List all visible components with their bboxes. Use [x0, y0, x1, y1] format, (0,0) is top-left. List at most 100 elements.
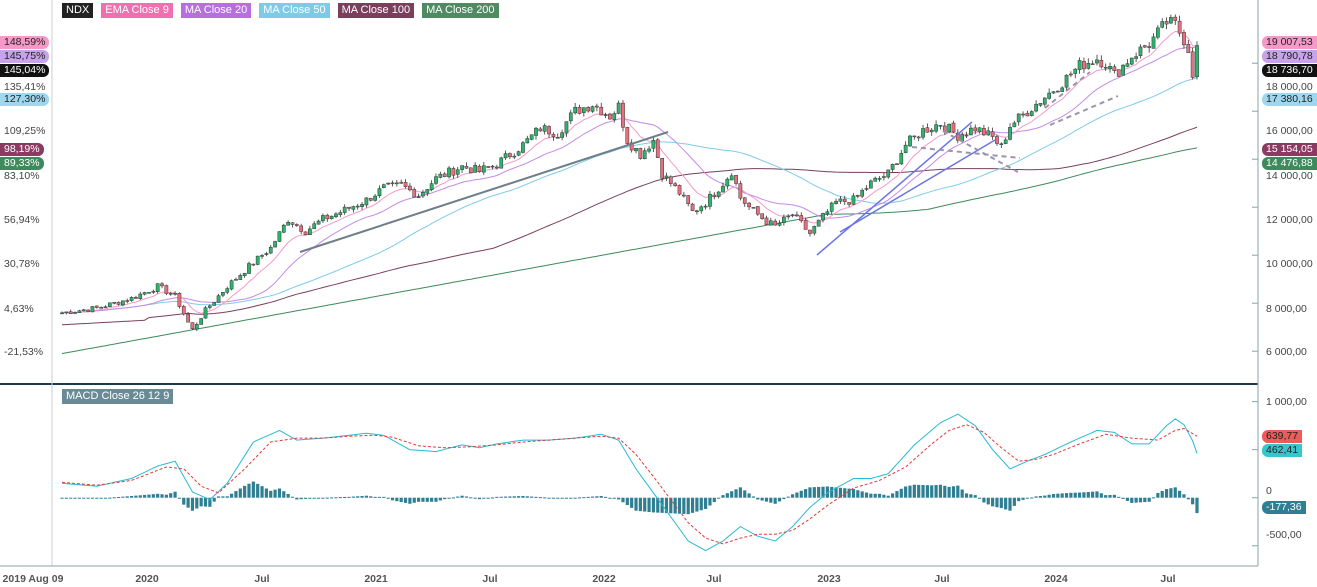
- macd-histogram-bar: [177, 497, 182, 499]
- candle: [803, 220, 808, 230]
- legend-ma100[interactable]: MA Close 100: [337, 3, 415, 18]
- macd-histogram-bar: [508, 496, 512, 498]
- macd-histogram-bar: [951, 486, 956, 498]
- candle: [1034, 103, 1038, 112]
- candle: [1186, 43, 1191, 53]
- macd-histogram-bar: [1117, 496, 1121, 498]
- macd-histogram-bar: [756, 497, 760, 500]
- candle: [534, 127, 538, 136]
- macd-histogram-bar: [460, 495, 464, 498]
- candle: [1055, 90, 1060, 93]
- macd-histogram-bar: [943, 485, 947, 498]
- candle: [329, 215, 334, 220]
- macd-histogram-bar: [995, 497, 999, 508]
- candle: [838, 198, 843, 202]
- macd-histogram-bar: [490, 497, 495, 499]
- candle: [695, 210, 699, 213]
- macd-histogram-bar: [382, 496, 386, 498]
- candle: [338, 212, 343, 215]
- macd-histogram-bar: [934, 485, 938, 498]
- macd-histogram-bar: [1173, 487, 1177, 498]
- macd-histogram-bar: [625, 497, 629, 506]
- candle: [916, 136, 921, 139]
- macd-histogram-bar: [247, 483, 251, 498]
- wedge-lower: [1049, 95, 1119, 126]
- candle: [621, 102, 625, 128]
- macd-histogram-bar: [656, 497, 660, 513]
- macd-histogram-bar: [369, 496, 373, 498]
- macd-histogram-bar: [938, 484, 943, 498]
- macd-histogram-bar: [256, 483, 260, 498]
- candle: [1025, 112, 1030, 117]
- macd-histogram-bar: [1091, 491, 1095, 498]
- candle: [286, 221, 290, 226]
- candle: [1125, 63, 1130, 67]
- candle: [294, 224, 299, 226]
- candle: [94, 305, 99, 308]
- candle: [351, 206, 356, 210]
- candle: [690, 203, 695, 212]
- macd-histogram-bar: [86, 497, 90, 499]
- macd-histogram-bar: [373, 496, 377, 498]
- candle: [1095, 59, 1099, 64]
- candle: [751, 207, 756, 209]
- macd-histogram-bar: [651, 497, 656, 513]
- candle: [468, 167, 473, 174]
- candle: [982, 128, 986, 136]
- candle: [521, 142, 525, 153]
- legend-ma200[interactable]: MA Close 200: [422, 3, 499, 18]
- candle: [616, 102, 621, 114]
- macd-histogram-bar: [169, 493, 173, 498]
- candle: [1077, 60, 1082, 71]
- macd-legend[interactable]: MACD Close 26 12 9: [62, 389, 174, 404]
- candle: [1147, 46, 1152, 48]
- macd-histogram-bar: [1147, 497, 1151, 502]
- candle: [929, 129, 934, 133]
- macd-tick-label: 1 000,00: [1266, 396, 1307, 408]
- macd-histogram-bar: [877, 493, 882, 498]
- macd-histogram-bar: [1130, 497, 1134, 503]
- ma100-line: [61, 126, 1198, 326]
- macd-tick-label: 0: [1266, 485, 1272, 497]
- macd-histogram-bar: [164, 494, 168, 498]
- legend-ema9[interactable]: EMA Close 9: [101, 3, 173, 18]
- candle: [673, 183, 678, 187]
- macd-histogram-bar: [447, 497, 451, 499]
- macd-histogram-bar: [499, 496, 503, 498]
- macd-histogram-bar: [347, 496, 351, 498]
- candle: [642, 150, 647, 160]
- macd-histogram-bar: [1021, 497, 1025, 500]
- macd-histogram-bar: [338, 497, 342, 499]
- candle: [90, 306, 95, 313]
- candle: [1016, 113, 1021, 123]
- macd-histogram-bar: [1104, 495, 1108, 498]
- candle: [1060, 87, 1065, 92]
- legend-ma20[interactable]: MA Close 20: [180, 3, 252, 18]
- macd-histogram-bar: [343, 497, 347, 499]
- legend-ndx[interactable]: NDX: [62, 3, 94, 18]
- pct-tag-ma50: 127,30%: [0, 93, 50, 106]
- candle: [1012, 122, 1017, 128]
- macd-histogram-bar: [991, 497, 995, 507]
- trendline-2020-2021: [299, 131, 669, 253]
- macd-histogram-bar: [773, 497, 777, 504]
- candle: [581, 107, 586, 113]
- candle: [660, 158, 664, 179]
- candle: [1069, 73, 1073, 76]
- candle: [969, 127, 973, 136]
- macd-histogram-bar: [1077, 492, 1082, 498]
- candle: [821, 213, 825, 221]
- legend-ma50[interactable]: MA Close 50: [259, 3, 330, 18]
- candle: [990, 131, 995, 137]
- candle: [1082, 61, 1086, 70]
- candle: [490, 165, 495, 168]
- candle: [455, 169, 460, 175]
- candle: [668, 176, 673, 184]
- macd-histogram-bar: [129, 495, 134, 498]
- candle: [516, 151, 521, 156]
- macd-histogram-bar: [812, 487, 816, 498]
- macd-histogram-bar: [203, 497, 208, 507]
- price-tag-ema9: 19 007,53: [1262, 36, 1317, 49]
- macd-histogram-bar: [1112, 494, 1116, 498]
- macd-histogram-bar: [551, 497, 555, 499]
